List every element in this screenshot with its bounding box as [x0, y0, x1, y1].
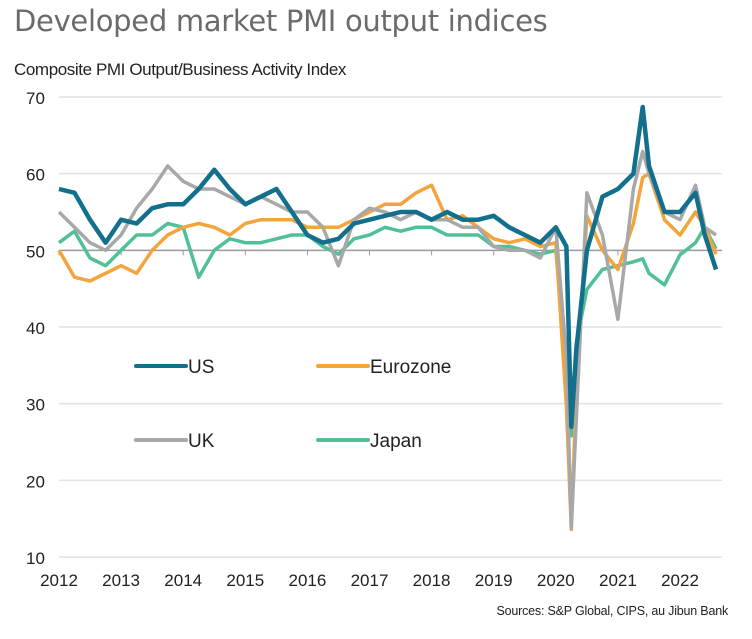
y-tick-label: 10 — [26, 549, 45, 568]
x-tick-label: 2020 — [537, 571, 575, 590]
legend-label-uk: UK — [188, 431, 215, 452]
x-tick-label: 2018 — [413, 571, 451, 590]
y-tick-label: 30 — [26, 396, 45, 415]
x-tick-label: 2012 — [40, 571, 78, 590]
x-tick-label: 2022 — [661, 571, 699, 590]
x-tick-label: 2016 — [288, 571, 326, 590]
source-note: Sources: S&P Global, CIPS, au Jibun Bank — [496, 604, 729, 618]
legend-label-japan: Japan — [370, 431, 422, 452]
legend-label-us: US — [188, 357, 214, 378]
x-tick-label: 2017 — [351, 571, 389, 590]
series-line-us — [58, 104, 719, 429]
x-tick-label: 2019 — [475, 571, 513, 590]
x-tick-label: 2015 — [226, 571, 264, 590]
y-tick-label: 70 — [26, 89, 45, 108]
y-tick-label: 60 — [26, 166, 45, 185]
y-tick-label: 40 — [26, 319, 45, 338]
y-tick-label: 50 — [26, 242, 45, 261]
x-tick-label: 2013 — [102, 571, 140, 590]
x-tick-label: 2021 — [599, 571, 637, 590]
y-tick-label: 20 — [26, 472, 45, 491]
x-tick-label: 2014 — [164, 571, 202, 590]
legend-label-eurozone: Eurozone — [370, 357, 451, 378]
chart-title: Developed market PMI output indices — [14, 4, 548, 38]
y-axis-title: Composite PMI Output/Business Activity I… — [14, 60, 346, 79]
series-line-eurozone — [57, 171, 718, 532]
